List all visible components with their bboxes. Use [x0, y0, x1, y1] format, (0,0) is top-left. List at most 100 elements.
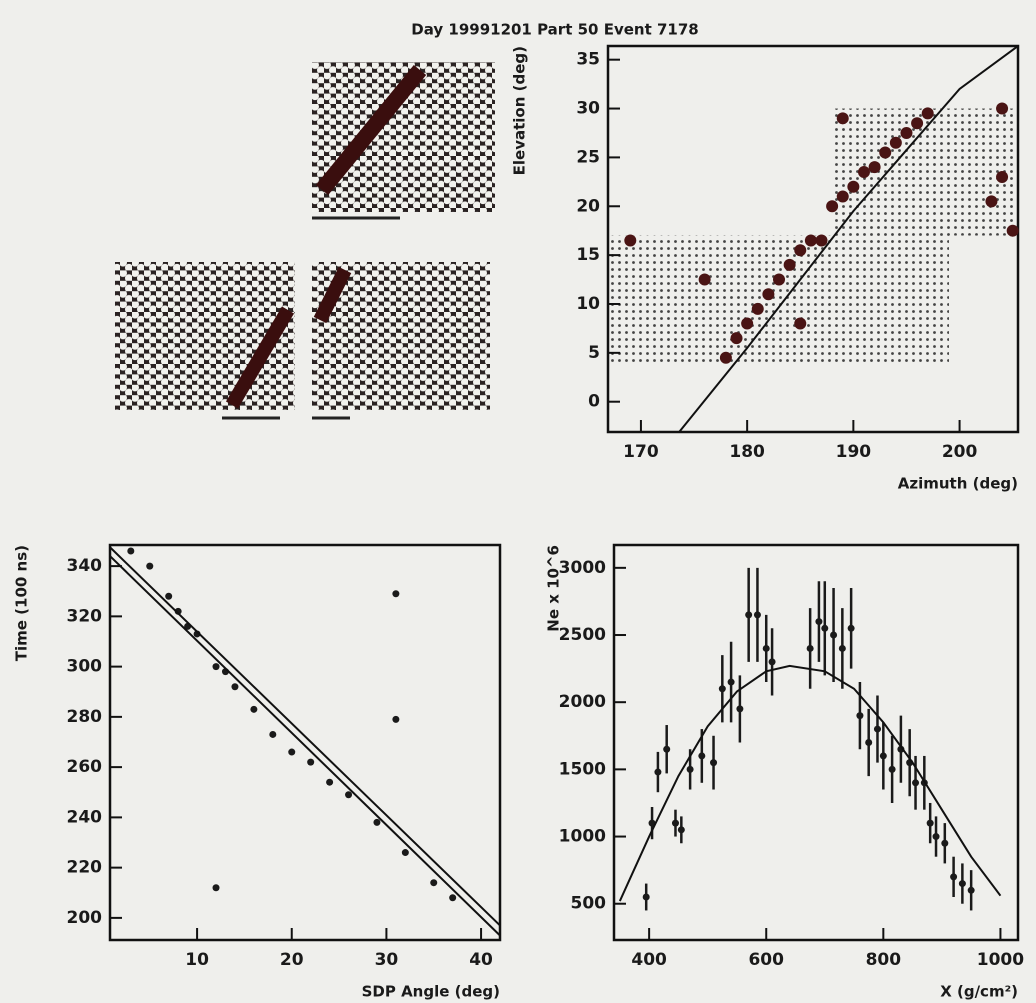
x-tick-label: 10	[185, 950, 209, 970]
data-point	[326, 779, 333, 786]
y-tick-label: 25	[576, 147, 600, 167]
data-point	[687, 766, 694, 773]
x-tick-label: 40	[469, 950, 493, 970]
data-point	[815, 618, 822, 625]
x-tick-label: 170	[623, 442, 659, 462]
data-point	[754, 611, 761, 618]
data-point	[736, 705, 743, 712]
data-point	[830, 632, 837, 639]
x-axis-label: X (g/cm²)	[940, 983, 1018, 1001]
data-point	[720, 352, 732, 364]
y-tick-label: 5	[588, 343, 600, 363]
data-point	[826, 200, 838, 212]
x-tick-label: 400	[631, 950, 667, 970]
data-point	[127, 548, 134, 555]
data-point	[941, 840, 948, 847]
data-point	[912, 779, 919, 786]
data-point	[269, 731, 276, 738]
data-point	[449, 894, 456, 901]
y-tick-label: 0	[588, 392, 600, 412]
data-point	[213, 663, 220, 670]
figure: Day 19991201 Part 50 Event 7178 170 180 19…	[0, 0, 1036, 1003]
data-point	[373, 819, 380, 826]
x-axis-label: Azimuth (deg)	[898, 475, 1018, 493]
data-point	[968, 887, 975, 894]
data-point	[794, 318, 806, 330]
data-point	[654, 769, 661, 776]
data-point	[837, 190, 849, 202]
data-point	[880, 752, 887, 759]
data-point	[773, 274, 785, 286]
data-point	[815, 234, 827, 246]
y-tick-label: 200	[67, 908, 103, 928]
data-point	[996, 103, 1008, 115]
data-point	[959, 880, 966, 887]
data-point	[678, 826, 685, 833]
data-point	[996, 171, 1008, 183]
data-point	[731, 332, 743, 344]
data-point	[874, 726, 881, 733]
y-axis-label: Time (100 ns)	[13, 545, 31, 661]
x-tick-label: 200	[942, 442, 978, 462]
data-point	[745, 611, 752, 618]
data-point	[933, 833, 940, 840]
y-axis-label: Ne x 10^6	[545, 545, 563, 632]
y-axis-label: Elevation (deg)	[511, 46, 529, 175]
y-tick-label: 20	[576, 196, 600, 216]
data-point	[663, 746, 670, 753]
data-point	[643, 894, 650, 901]
x-axis-label: SDP Angle (deg)	[362, 983, 500, 1001]
data-point	[922, 107, 934, 119]
data-point	[430, 879, 437, 886]
data-point	[698, 752, 705, 759]
data-point	[805, 234, 817, 246]
data-point	[146, 563, 153, 570]
data-point	[250, 706, 257, 713]
y-tick-label: 30	[576, 99, 600, 119]
data-point	[307, 759, 314, 766]
data-point	[624, 234, 636, 246]
data-point	[699, 274, 711, 286]
y-tick-label: 260	[67, 757, 103, 777]
data-point	[392, 590, 399, 597]
data-point	[985, 195, 997, 207]
data-point	[763, 645, 770, 652]
y-tick-label: 35	[576, 50, 600, 70]
data-point	[911, 117, 923, 129]
data-point	[847, 181, 859, 193]
y-tick-label: 280	[67, 707, 103, 727]
data-point	[719, 685, 726, 692]
y-tick-label: 2500	[559, 625, 606, 645]
y-tick-label: 500	[571, 894, 607, 914]
y-tick-label: 10	[576, 294, 600, 314]
data-point	[879, 147, 891, 159]
y-tick-label: 240	[67, 807, 103, 827]
y-tick-label: 1500	[559, 759, 606, 779]
data-point	[869, 161, 881, 173]
y-tick-label: 1000	[559, 827, 606, 847]
data-point	[848, 625, 855, 632]
data-point	[402, 849, 409, 856]
data-point	[856, 712, 863, 719]
x-tick-label: 30	[375, 950, 399, 970]
data-point	[839, 645, 846, 652]
data-point	[927, 820, 934, 827]
data-point	[231, 683, 238, 690]
data-point	[741, 318, 753, 330]
data-point	[213, 884, 220, 891]
pixel-field	[609, 236, 949, 363]
y-tick-label: 340	[67, 556, 103, 576]
figure-title: Day 19991201 Part 50 Event 7178	[411, 21, 698, 39]
x-tick-label: 180	[729, 442, 765, 462]
x-tick-label: 190	[836, 442, 872, 462]
y-tick-label: 300	[67, 657, 103, 677]
data-point	[345, 791, 352, 798]
data-point	[889, 766, 896, 773]
y-tick-label: 2000	[559, 692, 606, 712]
data-point	[950, 873, 957, 880]
data-point	[728, 679, 735, 686]
data-point	[769, 658, 776, 665]
y-tick-label: 320	[67, 606, 103, 626]
data-point	[865, 739, 872, 746]
data-point	[1007, 225, 1019, 237]
